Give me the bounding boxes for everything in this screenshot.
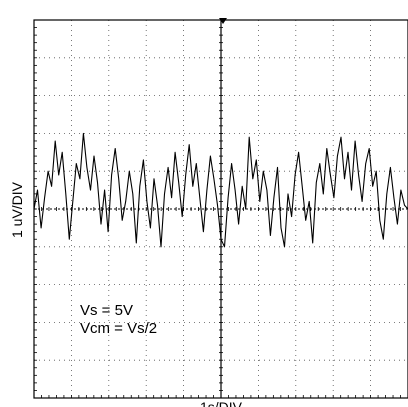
x-axis-label: 1s/DIV [200,399,243,407]
center-axes [33,19,408,399]
annotation-vs: Vs = 5V [80,302,133,319]
annotation-vcm: Vcm = Vs/2 [80,320,157,337]
grid [34,20,408,398]
trace-layer [33,132,408,248]
noise-trace [33,132,408,248]
y-axis-label: 1 uV/DIV [9,181,25,238]
trigger-marker-icon [219,18,227,24]
